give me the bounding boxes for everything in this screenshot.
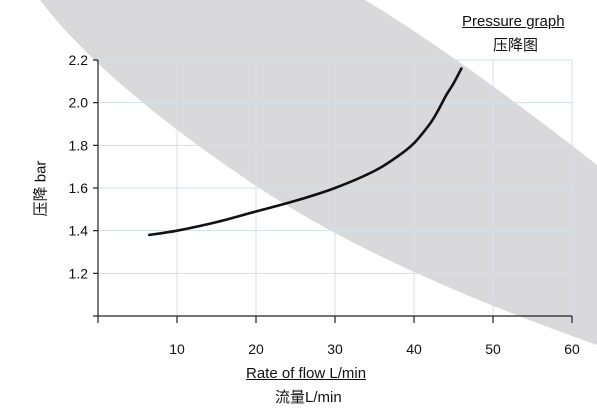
y-tick-label: 2.2: [69, 52, 89, 68]
x-tick-label: 10: [169, 341, 185, 357]
y-tick-label: 2.0: [69, 95, 89, 111]
x-tick-label: 50: [485, 341, 501, 357]
x-tick-label: 20: [248, 341, 264, 357]
y-tick-label: 1.8: [69, 137, 89, 153]
y-axis-label: 压降 bar: [30, 149, 51, 229]
x-tick-label: 40: [406, 341, 422, 357]
x-axis-label-cn: 流量L/min: [275, 386, 342, 407]
chart-title-en: Pressure graph: [462, 13, 565, 30]
x-axis-label-en: Rate of flow L/min: [246, 365, 366, 382]
y-tick-label: 1.6: [69, 180, 89, 196]
x-tick-label: 30: [327, 341, 343, 357]
x-tick-label: 60: [564, 341, 580, 357]
y-tick-label: 1.4: [69, 223, 89, 239]
y-tick-label: 1.2: [69, 265, 89, 281]
chart-title-cn: 压降图: [493, 34, 538, 55]
